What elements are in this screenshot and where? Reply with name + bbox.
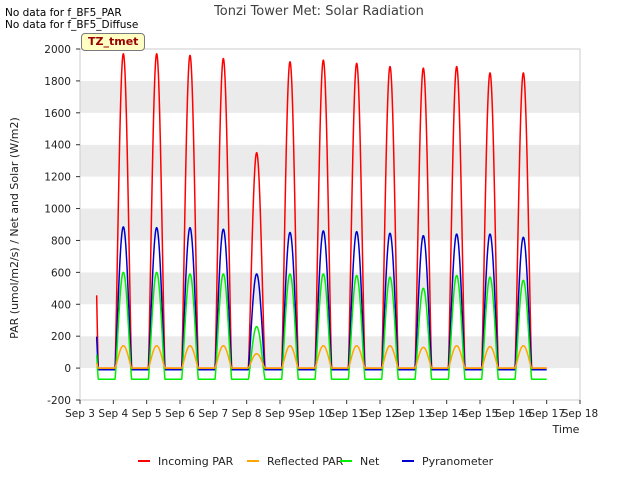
legend: Incoming PAR Reflected PAR Net Pyranometer [138, 455, 494, 468]
x-tick-label: Sep 8 [232, 408, 262, 420]
y-tick-label: 1600 [44, 108, 71, 120]
plot-frame [79, 48, 581, 401]
series-line [95, 271, 548, 381]
x-tick-label: Sep 14 [428, 408, 465, 420]
y-tick-label: 0 [64, 363, 71, 375]
x-tick-label: Sep 11 [328, 408, 365, 420]
y-tick-label: 400 [51, 299, 71, 311]
x-tick-label: Sep 18 [562, 408, 599, 420]
y-tick-label: 1200 [44, 172, 71, 184]
grid-band [80, 112, 580, 145]
y-tick-label: -200 [47, 395, 71, 407]
chart-title: Tonzi Tower Met: Solar Radiation [213, 4, 424, 19]
timezone-label: TZ_tmet [81, 33, 146, 51]
y-axis-ticks: -200 0 200 400 600 800 1000 1200 1400 1600 1800 200… [44, 44, 80, 407]
x-tick-label: Sep 15 [462, 408, 499, 420]
grid-band [80, 208, 580, 241]
series-line [95, 345, 548, 369]
y-tick-label: 1800 [44, 76, 71, 88]
y-tick-label: 2000 [44, 44, 71, 56]
y-tick-label: 1000 [44, 204, 71, 216]
no-data-notes: No data for f_BF5_PAR No data for f_BF5_… [5, 7, 138, 31]
x-tick-label: Sep 4 [98, 408, 128, 420]
legend-label: Reflected PAR [267, 455, 344, 468]
grid-band [80, 49, 580, 81]
x-tick-label: Sep 5 [132, 408, 162, 420]
series-lines [95, 53, 548, 381]
x-axis-label: Time [552, 423, 580, 436]
x-axis-ticks: Sep 3 Sep 4 Sep 5 Sep 6 Sep 7 Sep 8 Sep 9 Sep 1… [65, 400, 598, 420]
x-tick-label: Sep 7 [198, 408, 228, 420]
y-tick-label: 200 [51, 331, 71, 343]
x-tick-label: Sep 10 [295, 408, 332, 420]
grid-band [80, 368, 580, 400]
grid-band [80, 176, 580, 209]
legend-label: Pyranometer [422, 455, 494, 468]
x-tick-label: Sep 9 [265, 408, 295, 420]
x-tick-label: Sep 3 [65, 408, 95, 420]
y-tick-label: 800 [51, 235, 71, 247]
no-data-note: No data for f_BF5_Diffuse [5, 19, 139, 31]
no-data-note: No data for f_BF5_PAR [5, 7, 122, 19]
y-tick-label: 600 [51, 267, 71, 279]
grid-band [80, 144, 580, 177]
y-tick-label: 1400 [44, 140, 71, 152]
legend-label: Net [360, 455, 380, 468]
series-line [95, 226, 548, 371]
y-axis-label: PAR (umol/m2/s) / Net and Solar (W/m2) [8, 117, 21, 339]
x-tick-label: Sep 17 [528, 408, 565, 420]
x-tick-label: Sep 12 [362, 408, 399, 420]
grid-band [80, 80, 580, 113]
x-tick-label: Sep 13 [395, 408, 432, 420]
x-tick-label: Sep 6 [165, 408, 195, 420]
legend-label: Incoming PAR [158, 455, 234, 468]
x-tick-label: Sep 16 [495, 408, 532, 420]
